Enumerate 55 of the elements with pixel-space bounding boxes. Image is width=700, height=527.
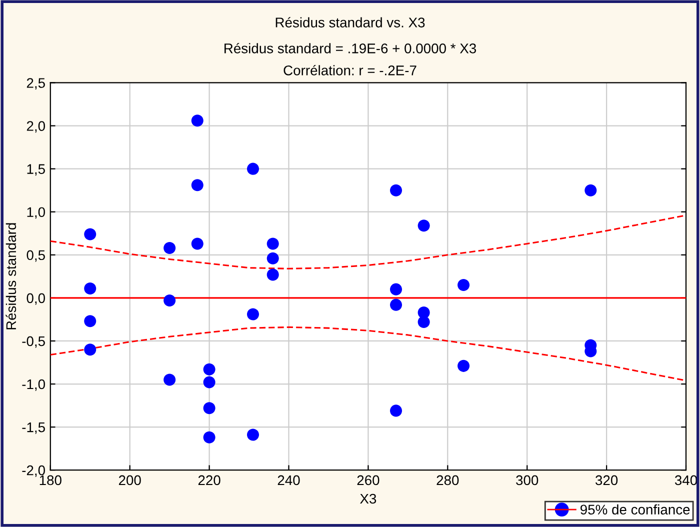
point (203, 363, 216, 376)
point (191, 238, 204, 250)
point (584, 184, 597, 196)
y-tick-label: 0,0 (26, 293, 45, 305)
x-tick-label: 300 (516, 475, 538, 486)
x-tick-label: 340 (674, 475, 698, 486)
point (390, 298, 402, 311)
point (458, 360, 470, 372)
point (246, 428, 260, 441)
x-tick-label: 220 (198, 475, 220, 486)
point (191, 114, 204, 127)
point (164, 374, 176, 386)
point (390, 283, 402, 296)
x-tick-label: 320 (595, 475, 618, 486)
point (246, 162, 260, 175)
x-tick-label: 280 (436, 475, 459, 486)
x-axis-title: X3 (360, 494, 376, 504)
line-series (50, 214, 686, 270)
point (84, 315, 96, 328)
point (203, 376, 216, 388)
point (84, 228, 96, 240)
point (203, 431, 216, 444)
x-tick-label: 260 (357, 475, 380, 486)
x-tick-label: 180 (40, 475, 62, 486)
point (390, 404, 402, 417)
point (164, 242, 176, 254)
point (266, 268, 279, 281)
point (191, 179, 204, 192)
y-tick-label: 1,0 (27, 207, 45, 219)
point (266, 238, 279, 250)
y-tick-label: -1,5 (22, 422, 45, 434)
y-tick-label: 2,0 (26, 121, 45, 133)
y-tick-label: -0,5 (22, 336, 45, 348)
legend-label: 95% de confiance (580, 504, 690, 515)
x-tick-label: 240 (278, 475, 300, 486)
point (390, 184, 402, 196)
x-tick-label: 200 (118, 475, 141, 486)
point (418, 220, 430, 232)
y-tick-label: 2,5 (26, 78, 45, 90)
y-tick-label: -1,0 (22, 379, 45, 391)
point (246, 308, 260, 320)
point (84, 282, 96, 294)
y-tick-label: 1,5 (27, 164, 45, 176)
line-series (50, 326, 686, 382)
point (164, 294, 176, 307)
chart-subtitle: Résidus standard = .19E-6 + 0.0000 * X3 Corrélation: r = -.2E-7 (224, 42, 476, 76)
y-tick-label: 0,5 (26, 250, 45, 262)
point (458, 279, 470, 292)
y-tick-label: -2,0 (22, 465, 45, 477)
point (84, 344, 96, 356)
point (203, 402, 216, 414)
chart-title: Résidus standard vs. X3 (276, 17, 425, 28)
point (266, 252, 279, 264)
y-axis-title: Résidus standard (6, 223, 16, 330)
point (418, 316, 430, 328)
